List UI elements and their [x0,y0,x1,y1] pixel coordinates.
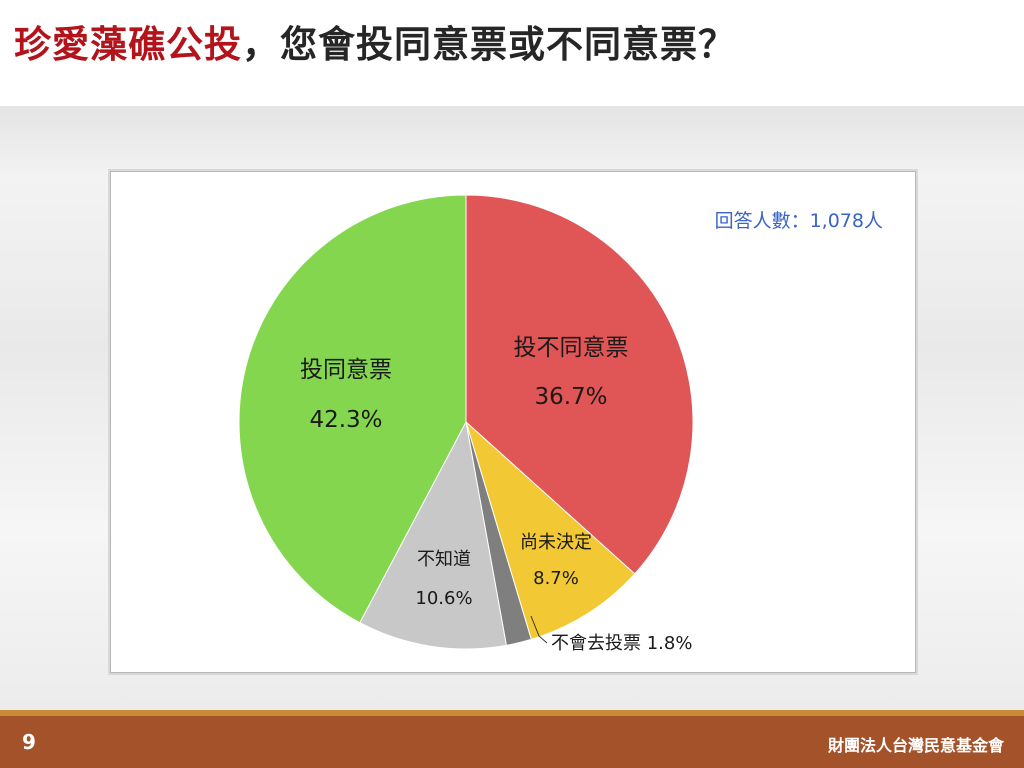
footer-bar: 9 財團法人台灣民意基金會 [0,716,1024,768]
pie-slice-5 [238,194,467,624]
chart-frame: 投不同意票 36.7% 尚未決定 8.7% 不會去投票 1.8% 不知道 10.6% 投同意票… [110,171,916,673]
slice-label-4: 不知道 [417,549,471,570]
slice-label-2: 尚未決定 [520,532,592,553]
page-number: 9 [22,730,36,754]
slice-label-1: 投不同意票 [514,335,629,361]
slice-label-3: 不會去投票 1.8% [551,633,692,654]
pie-slice-1 [465,194,694,575]
slice-value-4: 10.6% [415,588,472,609]
slice-value-2: 8.7% [533,568,579,589]
slice-label-5: 投同意票 [300,357,392,383]
organization-name: 財團法人台灣民意基金會 [827,736,1004,755]
pie-slice-4 [359,420,507,650]
slice-value-5: 42.3% [309,407,382,433]
pie-chart: 投不同意票 36.7% 尚未決定 8.7% 不會去投票 1.8% 不知道 10.6% 投同意票… [238,194,694,654]
respondent-count: 回答人數：1,078人 [714,210,883,232]
title-highlight: 珍愛藻礁公投 [14,23,242,66]
slice-value-1: 36.7% [534,384,607,410]
title-question: ，您會投同意票或不同意票？ [242,23,736,66]
pie-slice-2 [465,420,636,641]
page-title: 珍愛藻礁公投，您會投同意票或不同意票？ [14,14,736,68]
footer-accent-line [0,710,1024,716]
leader-line [530,615,548,644]
